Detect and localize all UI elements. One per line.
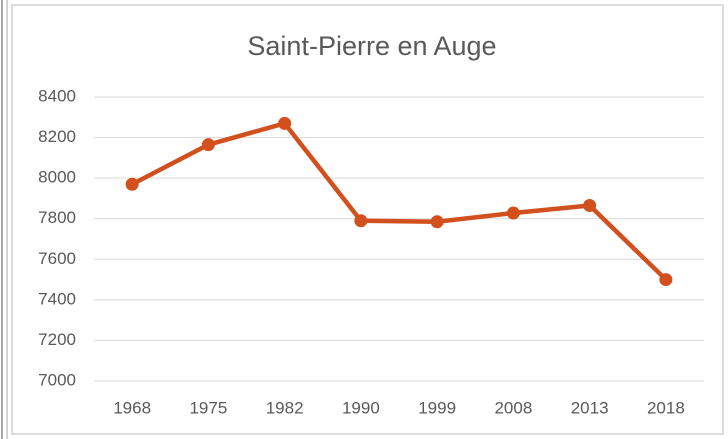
x-tick-label: 2018 [647, 398, 685, 417]
chart-title: Saint-Pierre en Auge [247, 31, 496, 61]
y-tick-label: 7200 [38, 330, 76, 349]
y-tick-label: 8200 [38, 127, 76, 146]
data-point [430, 215, 444, 229]
x-tick-label: 2008 [494, 398, 532, 417]
data-point [583, 199, 597, 213]
y-tick-label: 7000 [38, 370, 76, 389]
x-tick-label: 1982 [266, 398, 304, 417]
x-tick-label: 1975 [189, 398, 227, 417]
data-point [125, 177, 139, 191]
data-point [659, 273, 673, 287]
series-line [131, 121, 668, 282]
y-tick-label: 7600 [38, 249, 76, 268]
data-point [278, 116, 292, 130]
x-tick-label: 2013 [571, 398, 609, 417]
data-point [201, 138, 215, 152]
y-tick-label: 7400 [38, 289, 76, 308]
x-tick-label: 1999 [418, 398, 456, 417]
y-tick-label: 7800 [38, 208, 76, 227]
y-tick-label: 8000 [38, 168, 76, 187]
data-point [354, 214, 368, 228]
chart-border [11, 4, 724, 435]
x-tick-label: 1990 [342, 398, 380, 417]
x-tick-label: 1968 [113, 398, 151, 417]
y-tick-label: 8400 [38, 86, 76, 105]
data-point [506, 206, 520, 220]
